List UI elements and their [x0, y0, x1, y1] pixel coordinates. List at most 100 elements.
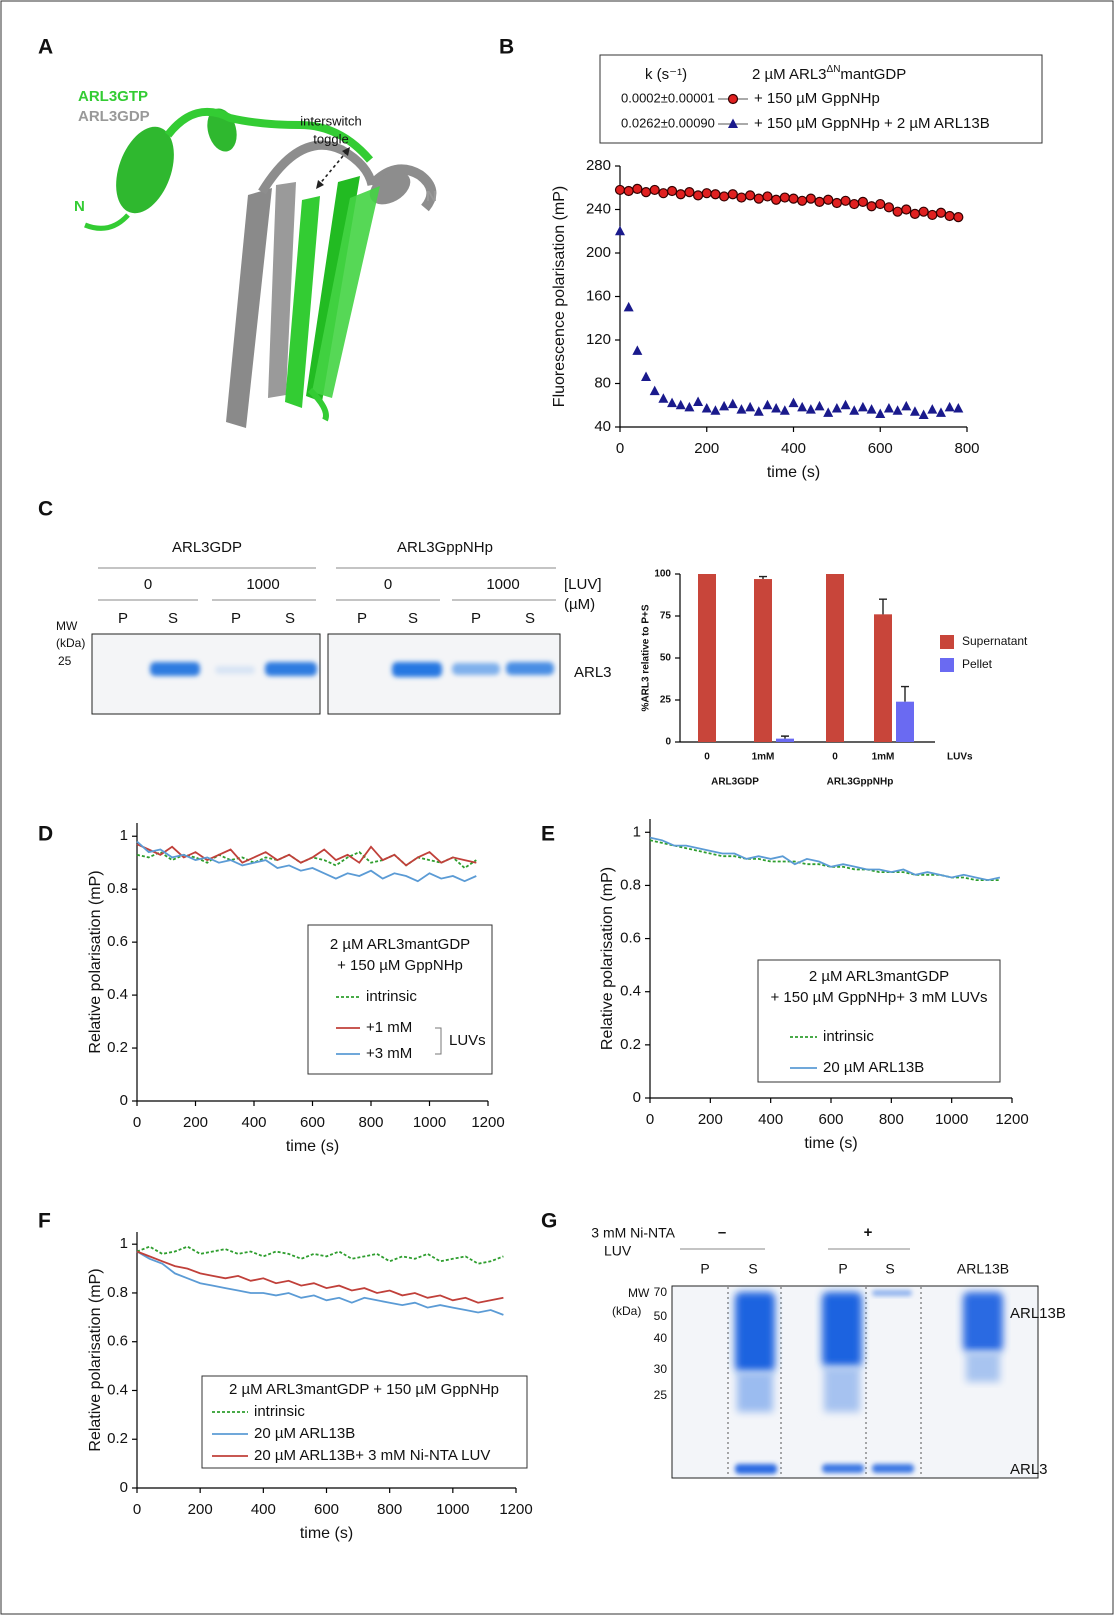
x-tick-label: 0 [832, 752, 838, 763]
legend-label: Supernatant [962, 634, 1028, 648]
x-tick-label: 1000 [413, 1114, 446, 1131]
marker [658, 393, 669, 403]
legend-note: LUVs [449, 1032, 486, 1049]
band-label: ARL3 [574, 664, 612, 681]
structure-label: ARL3GDP [78, 108, 150, 125]
y-axis-label: Fluorescence polarisation (mP) [551, 186, 568, 407]
panel-label: B [499, 36, 514, 59]
lane-label: P [357, 610, 367, 627]
luv-conc: 0 [384, 576, 392, 593]
marker [901, 400, 912, 411]
legend-title: 2 µM ARL3mantGDP [809, 968, 949, 985]
y-tick-label: 0 [120, 1479, 128, 1496]
rate-label: 0.0002±0.00001 [621, 90, 715, 105]
legend-label: +1 mM [366, 1019, 412, 1036]
axis-note: LUVs [947, 752, 973, 763]
y-tick-label: 0.2 [107, 1430, 128, 1447]
marker [805, 193, 816, 204]
marker [675, 399, 686, 410]
marker [918, 206, 929, 217]
y-axis-label: Relative polarisation (mP) [599, 867, 616, 1050]
mw-marker: 50 [654, 1309, 668, 1323]
marker [918, 409, 929, 420]
mw-label: MW [56, 619, 78, 633]
structure-label: ARL3GTP [78, 88, 148, 105]
x-axis-label: time (s) [286, 1138, 339, 1155]
marker [875, 408, 886, 418]
x-tick-label: 0 [704, 752, 710, 763]
legend-label: intrinsic [823, 1028, 874, 1045]
marker [632, 183, 643, 194]
mw-marker: 25 [654, 1388, 668, 1402]
panel-label: G [541, 1210, 557, 1233]
y-tick-label: 25 [660, 695, 672, 706]
x-tick-label: 1200 [471, 1114, 504, 1131]
marker [675, 189, 686, 200]
y-tick-label: 0.4 [107, 986, 128, 1003]
marker [883, 202, 895, 213]
x-tick-label: 400 [781, 440, 806, 457]
marker [701, 403, 712, 413]
marker [909, 208, 921, 219]
lane-label: P [471, 610, 481, 627]
marker [909, 406, 920, 416]
marker [649, 184, 660, 196]
x-tick-label: 400 [251, 1501, 276, 1518]
marker [901, 204, 912, 215]
line [136, 1250, 504, 1316]
marker [667, 397, 678, 408]
legend-swatch [940, 635, 954, 649]
x-tick-label: 1200 [499, 1501, 532, 1518]
mw-label: (kDa) [612, 1304, 641, 1318]
y-tick-label: 75 [660, 611, 672, 622]
marker [745, 190, 756, 201]
n-terminus: N [426, 188, 437, 205]
line [136, 843, 477, 867]
legend-title: 2 µM ARL3ΔNmantGDP [752, 64, 906, 83]
y-tick-label: 0.4 [620, 983, 641, 1000]
marker [788, 193, 799, 204]
marker [779, 192, 790, 203]
y-tick-label: 200 [586, 244, 611, 261]
lane-label: P [118, 610, 128, 627]
marker [953, 212, 964, 223]
group-label: ARL3GppNHp [827, 777, 894, 788]
y-tick-label: 1 [120, 827, 128, 844]
x-tick-label: 1mM [752, 752, 775, 763]
y-tick-label: 0.8 [620, 876, 641, 893]
y-tick-label: 0.8 [107, 880, 128, 897]
bar [874, 614, 892, 742]
marker [623, 185, 634, 197]
legend-box [307, 924, 493, 1075]
marker [935, 207, 947, 218]
y-axis-label: Relative polarisation (mP) [87, 870, 104, 1053]
x-tick-label: 600 [868, 440, 893, 457]
gel-g: 3 mM Ni-NTA LUV – + P S P S ARL13B MW (k… [591, 1224, 1066, 1479]
annotation: toggle [313, 131, 348, 146]
y-tick-label: 0.8 [107, 1284, 128, 1301]
legend-label: +3 mM [366, 1045, 412, 1062]
y-tick-label: 1 [633, 823, 641, 840]
legend-title: + 150 µM GppNHp [337, 957, 463, 974]
marker [866, 404, 877, 414]
bar [826, 574, 844, 742]
luv-conc: 1000 [246, 576, 279, 593]
marker [727, 189, 738, 200]
x-tick-label: 200 [694, 440, 719, 457]
lane-label: S [748, 1261, 757, 1277]
marker [875, 198, 886, 210]
legend-marker [728, 118, 738, 128]
x-tick-label: 0 [646, 1111, 654, 1128]
marker [692, 190, 704, 201]
y-tick-label: 50 [660, 653, 672, 664]
marker [771, 194, 782, 205]
marker [745, 401, 756, 412]
legend-title-part: 2 µM ARL3 [752, 66, 827, 83]
structure [84, 107, 437, 428]
x-tick-label: 800 [358, 1114, 383, 1131]
y-tick-label: 40 [594, 418, 611, 435]
marker [710, 189, 721, 200]
y-tick-label: 160 [586, 287, 611, 304]
marker [927, 209, 938, 221]
